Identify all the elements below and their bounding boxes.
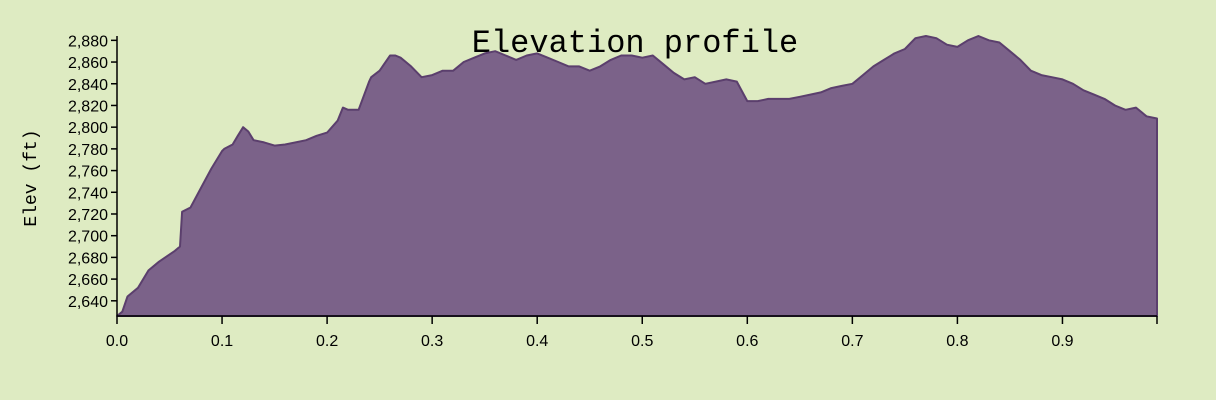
y-tick-label: 2,820 bbox=[68, 98, 108, 115]
elevation-area bbox=[116, 35, 1158, 317]
y-tick-label: 2,740 bbox=[68, 185, 108, 202]
y-tick-label: 2,840 bbox=[68, 77, 108, 94]
y-tick-label: 2,780 bbox=[68, 142, 108, 159]
y-tick-label: 2,720 bbox=[68, 207, 108, 224]
y-tick-label: 2,760 bbox=[68, 164, 108, 181]
x-tick-label: 0.3 bbox=[421, 333, 443, 350]
x-tick-label: 0.6 bbox=[736, 333, 758, 350]
y-tick-label: 2,660 bbox=[68, 272, 108, 289]
y-axis: 2,640 2,660 2,680 2,700 2,720 2,740 2,760 2,780… bbox=[68, 33, 118, 316]
x-tick-label: 0.1 bbox=[211, 333, 233, 350]
x-tick-label: 0.5 bbox=[631, 333, 653, 350]
x-tick-label: 0.9 bbox=[1051, 333, 1073, 350]
y-tick-label: 2,680 bbox=[68, 250, 108, 267]
x-tick-label: 0.4 bbox=[526, 333, 548, 350]
y-tick-label: 2,880 bbox=[68, 33, 108, 50]
x-tick-label: 0.2 bbox=[316, 333, 338, 350]
x-tick-label: 0.8 bbox=[946, 333, 968, 350]
x-tick-label: 0.7 bbox=[841, 333, 863, 350]
y-tick-label: 2,860 bbox=[68, 55, 108, 72]
y-tick-label: 2,640 bbox=[68, 294, 108, 311]
x-axis: 0.0 0.1 0.2 0.3 0.4 0.5 0.6 0.7 0.8 0.9 bbox=[106, 315, 1158, 350]
x-tick-label: 0.0 bbox=[106, 333, 128, 350]
y-axis-label: Elev (ft) bbox=[22, 129, 42, 226]
y-tick-label: 2,800 bbox=[68, 120, 108, 137]
y-tick-label: 2,700 bbox=[68, 229, 108, 246]
